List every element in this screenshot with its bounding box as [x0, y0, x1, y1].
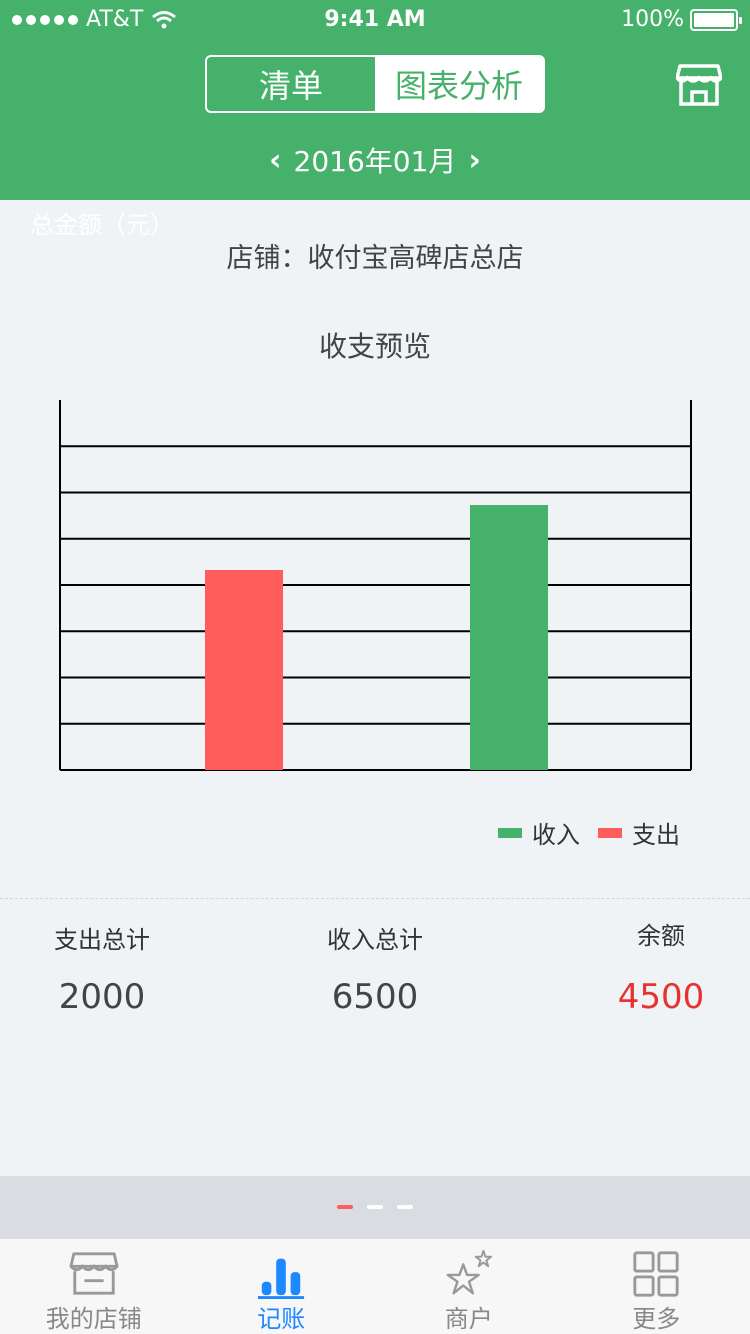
- chart-legend: 收入 支出: [498, 815, 680, 850]
- page-dot[interactable]: [397, 1205, 413, 1209]
- tab-chart-analysis[interactable]: 图表分析: [375, 57, 543, 111]
- grid-icon: [633, 1251, 679, 1297]
- tab-label: 记账: [257, 1305, 306, 1333]
- tab-label: 我的店铺: [45, 1305, 142, 1333]
- balance-value: 4500: [617, 977, 705, 1017]
- tab-more[interactable]: 更多: [563, 1239, 750, 1334]
- expense-total: 支出总计 2000: [32, 920, 172, 1017]
- signal-icon: [12, 14, 78, 25]
- star-icon: [446, 1249, 492, 1295]
- chart-grid: [60, 445, 691, 725]
- legend-swatch-expense: [598, 827, 622, 838]
- bar-expense: [205, 570, 283, 770]
- income-total: 收入总计 6500: [305, 920, 445, 1017]
- page-dot[interactable]: [367, 1205, 383, 1209]
- page-dot[interactable]: [337, 1205, 353, 1209]
- tab-list[interactable]: 清单: [258, 67, 323, 105]
- income-total-label: 收入总计: [327, 926, 423, 954]
- tab-label: 商户: [444, 1305, 493, 1333]
- month-label: 2016年01月: [293, 145, 457, 178]
- bar-chart: [59, 400, 692, 771]
- legend-item-expense: 支出: [598, 815, 680, 850]
- battery-percent: 100%: [621, 7, 684, 32]
- wifi-icon: [152, 10, 177, 28]
- status-bar: AT&T 9:41 AM 100%: [0, 0, 750, 40]
- tab-bar: 我的店铺 记账 商户 更多: [0, 1238, 750, 1334]
- legend-label-income: 收入: [532, 821, 580, 849]
- store-icon[interactable]: [676, 62, 722, 106]
- legend-label-expense: 支出: [632, 821, 680, 849]
- tab-bookkeeping[interactable]: 记账: [188, 1239, 376, 1334]
- carrier: AT&T: [86, 7, 144, 32]
- tab-my-store[interactable]: 我的店铺: [0, 1239, 188, 1334]
- tab-label: 更多: [632, 1305, 681, 1333]
- shop-name: 店铺：收付宝高碑店总店: [226, 243, 524, 274]
- expense-total-label: 支出总计: [54, 926, 150, 954]
- total-amount-label: 总金额（元）: [30, 211, 174, 239]
- chart-title: 收支预览: [318, 330, 431, 363]
- legend-item-income: 收入: [498, 815, 580, 850]
- tab-merchant[interactable]: 商户: [375, 1239, 563, 1334]
- view-segment-control: 清单 图表分析: [205, 55, 545, 113]
- bar-income: [470, 505, 548, 770]
- balance-label: 余额: [637, 922, 685, 950]
- legend-swatch-income: [498, 827, 522, 838]
- expense-total-value: 2000: [58, 977, 146, 1017]
- page-indicator: [0, 1176, 750, 1238]
- divider: [0, 898, 750, 899]
- header: AT&T 9:41 AM 100% 清单 图表分析 ‹ 2016年01月 ›: [0, 0, 750, 200]
- bar-chart-icon: [258, 1258, 305, 1299]
- battery-icon: [690, 8, 742, 31]
- status-time: 9:41 AM: [324, 7, 426, 32]
- month-selector: ‹ 2016年01月 ›: [0, 140, 750, 180]
- prev-month-chevron-icon[interactable]: ‹: [269, 142, 282, 178]
- store-icon: [69, 1252, 119, 1295]
- income-total-value: 6500: [331, 977, 419, 1017]
- next-month-chevron-icon[interactable]: ›: [468, 142, 481, 178]
- balance: 余额 4500: [590, 916, 732, 1017]
